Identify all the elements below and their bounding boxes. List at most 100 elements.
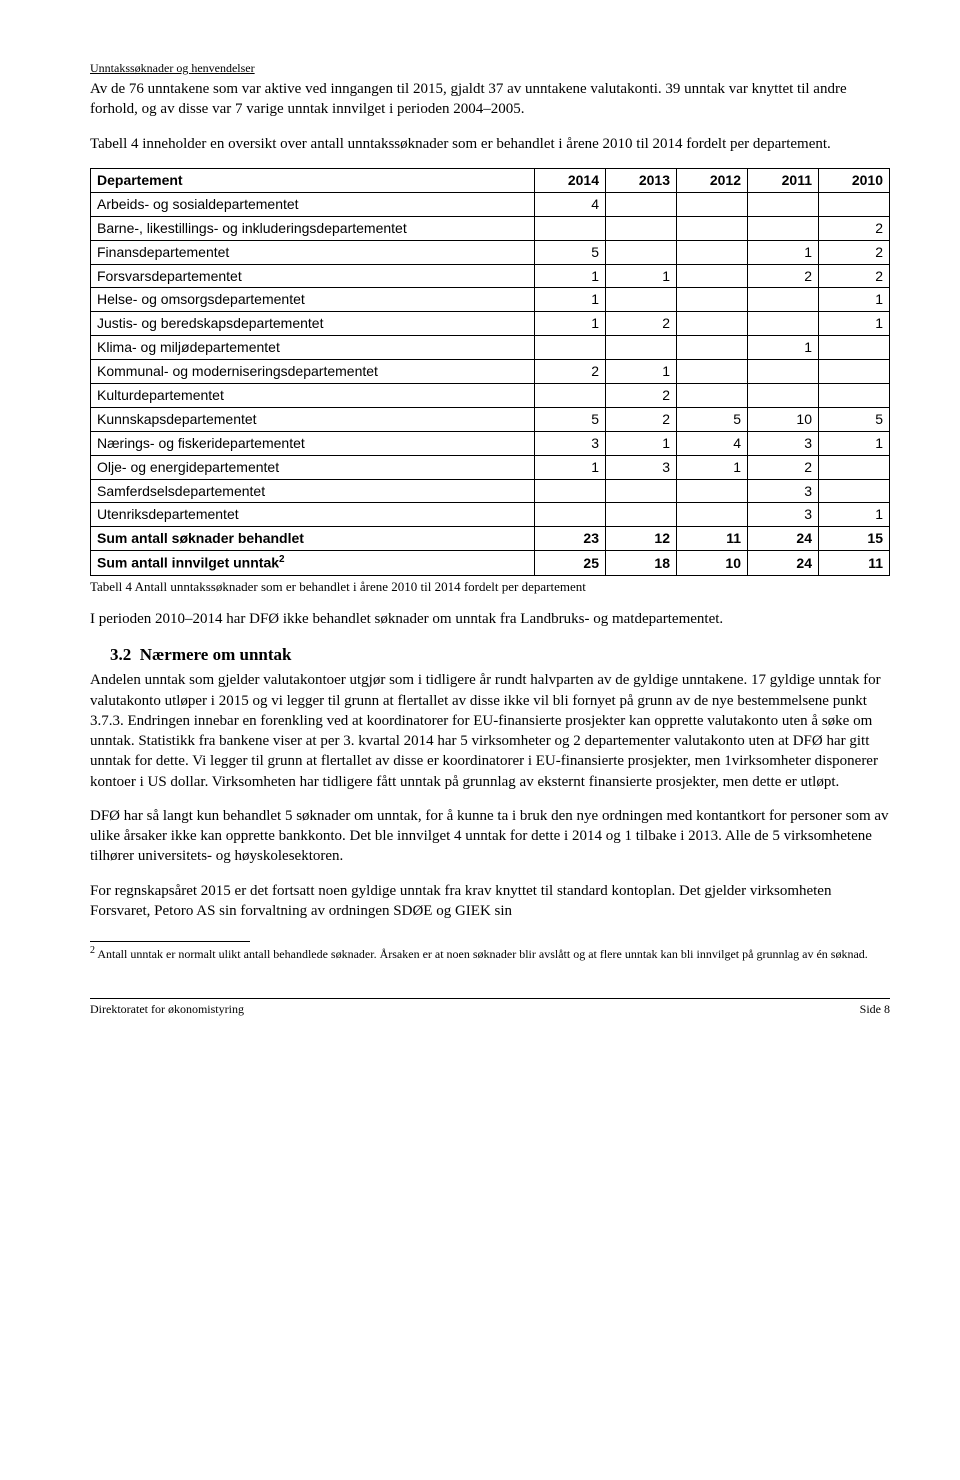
row-label: Klima- og miljødepartementet	[91, 336, 535, 360]
cell	[748, 312, 819, 336]
table-row: Justis- og beredskapsdepartementet121	[91, 312, 890, 336]
cell: 3	[748, 503, 819, 527]
cell	[606, 288, 677, 312]
cell: 2	[606, 312, 677, 336]
table-row: Kulturdepartementet 2	[91, 383, 890, 407]
cell	[748, 216, 819, 240]
section-paragraph-3: For regnskapsåret 2015 er det fortsatt n…	[90, 881, 890, 922]
cell	[677, 216, 748, 240]
row-label: Kommunal- og moderniseringsdepartementet	[91, 360, 535, 384]
cell	[535, 503, 606, 527]
cell	[677, 336, 748, 360]
cell	[535, 479, 606, 503]
cell: 3	[748, 431, 819, 455]
sum-cell: 18	[606, 551, 677, 576]
sum-cell: 23	[535, 527, 606, 551]
section-paragraph-2: DFØ har så langt kun behandlet 5 søknade…	[90, 806, 890, 867]
col-2014: 2014	[535, 168, 606, 192]
table-header-row: Departement 2014 2013 2012 2011 2010	[91, 168, 890, 192]
cell: 2	[606, 383, 677, 407]
col-2013: 2013	[606, 168, 677, 192]
cell	[819, 192, 890, 216]
cell	[819, 479, 890, 503]
sum-cell: 25	[535, 551, 606, 576]
sum-label: Sum antall søknader behandlet	[91, 527, 535, 551]
cell	[677, 264, 748, 288]
table-row: Utenriksdepartementet31	[91, 503, 890, 527]
cell: 1	[819, 288, 890, 312]
cell	[606, 240, 677, 264]
sum-row: Sum antall søknader behandlet2312112415	[91, 527, 890, 551]
cell: 1	[819, 312, 890, 336]
cell: 3	[535, 431, 606, 455]
row-label: Kulturdepartementet	[91, 383, 535, 407]
table-row: Olje- og energidepartementet1312	[91, 455, 890, 479]
cell: 4	[535, 192, 606, 216]
sum-cell: 12	[606, 527, 677, 551]
sum-cell: 10	[677, 551, 748, 576]
cell: 1	[535, 455, 606, 479]
col-2012: 2012	[677, 168, 748, 192]
col-departement: Departement	[91, 168, 535, 192]
table-row: Finansdepartementet5 12	[91, 240, 890, 264]
cell	[606, 216, 677, 240]
cell: 5	[535, 407, 606, 431]
cell	[677, 360, 748, 384]
cell: 3	[748, 479, 819, 503]
col-2010: 2010	[819, 168, 890, 192]
row-label: Olje- og energidepartementet	[91, 455, 535, 479]
row-label: Arbeids- og sosialdepartementet	[91, 192, 535, 216]
section-title-text: Nærmere om unntak	[140, 645, 292, 664]
cell: 1	[606, 431, 677, 455]
cell: 1	[606, 264, 677, 288]
cell: 3	[606, 455, 677, 479]
cell: 5	[819, 407, 890, 431]
cell: 2	[819, 240, 890, 264]
table-row: Forsvarsdepartementet1122	[91, 264, 890, 288]
cell	[819, 336, 890, 360]
footnote-text: Antall unntak er normalt ulikt antall be…	[95, 947, 868, 961]
footer-right: Side 8	[860, 1001, 890, 1017]
cell: 1	[535, 288, 606, 312]
cell: 1	[819, 503, 890, 527]
table-row: Kunnskapsdepartementet525105	[91, 407, 890, 431]
table-row: Klima- og miljødepartementet1	[91, 336, 890, 360]
cell	[748, 360, 819, 384]
cell	[677, 383, 748, 407]
page-footer: Direktoratet for økonomistyring Side 8	[90, 998, 890, 1017]
cell	[606, 503, 677, 527]
table-row: Nærings- og fiskeridepartementet31431	[91, 431, 890, 455]
cell	[819, 455, 890, 479]
cell	[677, 288, 748, 312]
cell: 2	[748, 455, 819, 479]
cell: 1	[677, 455, 748, 479]
cell: 2	[606, 407, 677, 431]
cell	[535, 216, 606, 240]
cell: 1	[748, 240, 819, 264]
row-label: Kunnskapsdepartementet	[91, 407, 535, 431]
intro-paragraph-1: Av de 76 unntakene som var aktive ved in…	[90, 79, 890, 120]
sum-cell: 11	[677, 527, 748, 551]
footer-left: Direktoratet for økonomistyring	[90, 1001, 244, 1017]
section-number: 3.2	[110, 645, 131, 664]
row-label: Finansdepartementet	[91, 240, 535, 264]
cell: 5	[535, 240, 606, 264]
cell	[677, 479, 748, 503]
cell: 2	[535, 360, 606, 384]
intro-paragraph-2: Tabell 4 inneholder en oversikt over ant…	[90, 134, 890, 154]
section-heading: 3.2 Nærmere om unntak	[110, 644, 890, 667]
row-label: Samferdselsdepartementet	[91, 479, 535, 503]
table-row: Kommunal- og moderniseringsdepartementet…	[91, 360, 890, 384]
cell: 4	[677, 431, 748, 455]
footnote: 2 Antall unntak er normalt ulikt antall …	[90, 944, 890, 962]
cell: 1	[819, 431, 890, 455]
cell	[677, 240, 748, 264]
cell	[535, 383, 606, 407]
cell: 10	[748, 407, 819, 431]
row-label: Nærings- og fiskeridepartementet	[91, 431, 535, 455]
cell	[819, 383, 890, 407]
cell: 5	[677, 407, 748, 431]
cell: 1	[535, 264, 606, 288]
table-caption: Tabell 4 Antall unntakssøknader som er b…	[90, 578, 890, 596]
table-row: Barne-, likestillings- og inkluderingsde…	[91, 216, 890, 240]
